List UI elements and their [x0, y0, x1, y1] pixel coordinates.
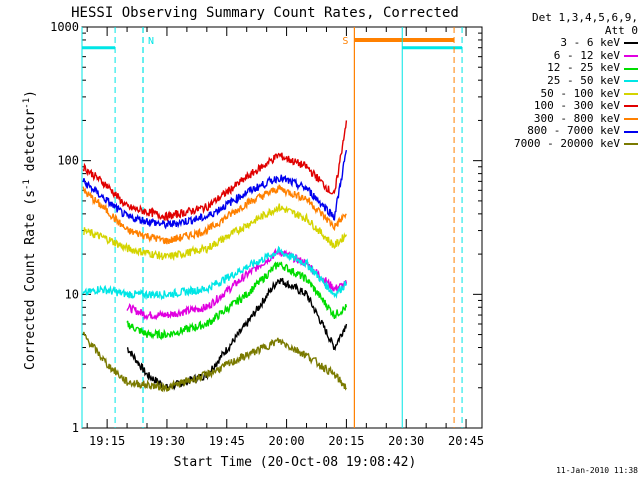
annotation-label: S: [342, 36, 348, 47]
y-label-exp: -1: [22, 179, 32, 190]
legend-rows: 3 - 6 keV 6 - 12 keV 12 - 25 keV 25 - 50 ke…: [492, 37, 638, 150]
x-tick-label: 19:15: [89, 434, 125, 448]
x-tick-label: 20:30: [388, 434, 424, 448]
y-tick-label: 1000: [50, 20, 79, 34]
legend-item: 12 - 25 keV: [492, 62, 638, 75]
legend-item: 6 - 12 keV: [492, 48, 638, 63]
y-axis-label: Corrected Count Rate (s-1 detector-1): [22, 90, 38, 370]
plot-area: 1 10 100 1000 19:15 19:30 19:45 20:00 20:15 20:30…: [50, 20, 484, 448]
series-line: [82, 184, 347, 245]
annotation-label: N: [148, 36, 154, 47]
legend-label: 25 - 50 keV: [547, 73, 620, 87]
y-tick-label: 1: [72, 421, 79, 435]
series-line: [82, 120, 348, 223]
legend-item: 3 - 6 keV: [492, 37, 638, 50]
legend-swatch: [624, 80, 638, 83]
series-line: [126, 261, 348, 341]
y-label-part: ): [23, 90, 38, 98]
x-tick-label: 20:00: [269, 434, 305, 448]
x-tick-label: 20:45: [448, 434, 484, 448]
legend-item: 25 - 50 keV: [492, 73, 638, 88]
legend: Det 1,3,4,5,6,9, Att 0 3 - 6 keV 6 - 12 k…: [492, 11, 638, 151]
legend-swatch: [624, 130, 638, 133]
legend-item: 800 - 7000 keV: [492, 125, 638, 138]
x-tick-label: 19:30: [149, 434, 185, 448]
legend-label: 300 - 800 keV: [533, 111, 620, 125]
legend-swatch: [624, 42, 638, 45]
legend-label: 7000 - 20000 keV: [514, 136, 620, 150]
legend-item: 100 - 300 keV: [492, 100, 638, 113]
series-line: [82, 245, 348, 301]
legend-swatch: [624, 92, 638, 95]
chart-title: HESSI Observing Summary Count Rates, Cor…: [71, 5, 459, 21]
legend-swatch: [624, 67, 638, 70]
y-label-exp: -1: [22, 98, 32, 109]
legend-swatch: [624, 55, 638, 58]
x-axis-label: Start Time (20-Oct-08 19:08:42): [174, 455, 417, 470]
detectors-header-line1: Det 1,3,4,5,6,9,: [532, 11, 638, 24]
series-line: [82, 331, 347, 393]
y-label-part: Corrected Count Rate (s: [23, 190, 38, 370]
series-line: [82, 149, 348, 230]
y-tick-label: 100: [57, 154, 79, 168]
legend-swatch: [624, 118, 638, 121]
legend-label: 800 - 7000 keV: [527, 124, 620, 138]
y-label-part: detector: [23, 109, 38, 180]
legend-label: 50 - 100 keV: [540, 86, 620, 100]
x-tick-label: 19:45: [209, 434, 245, 448]
x-tick-label: 20:15: [328, 434, 364, 448]
y-tick-label: 10: [65, 287, 79, 301]
series-line: [83, 203, 348, 262]
legend-label: 12 - 25 keV: [547, 61, 620, 75]
legend-swatch: [624, 105, 638, 108]
legend-item: 7000 - 20000 keV: [492, 136, 638, 151]
legend-label: 3 - 6 keV: [560, 36, 620, 50]
detectors-header-line2: Att 0: [604, 23, 638, 37]
legend-item: 50 - 100 keV: [492, 86, 638, 101]
legend-label: 6 - 12 keV: [553, 48, 620, 62]
legend-item: 300 - 800 keV: [492, 111, 638, 126]
legend-label: 100 - 300 keV: [533, 99, 620, 113]
timestamp: 11-Jan-2010 11:38: [556, 466, 638, 475]
legend-swatch: [624, 143, 638, 146]
